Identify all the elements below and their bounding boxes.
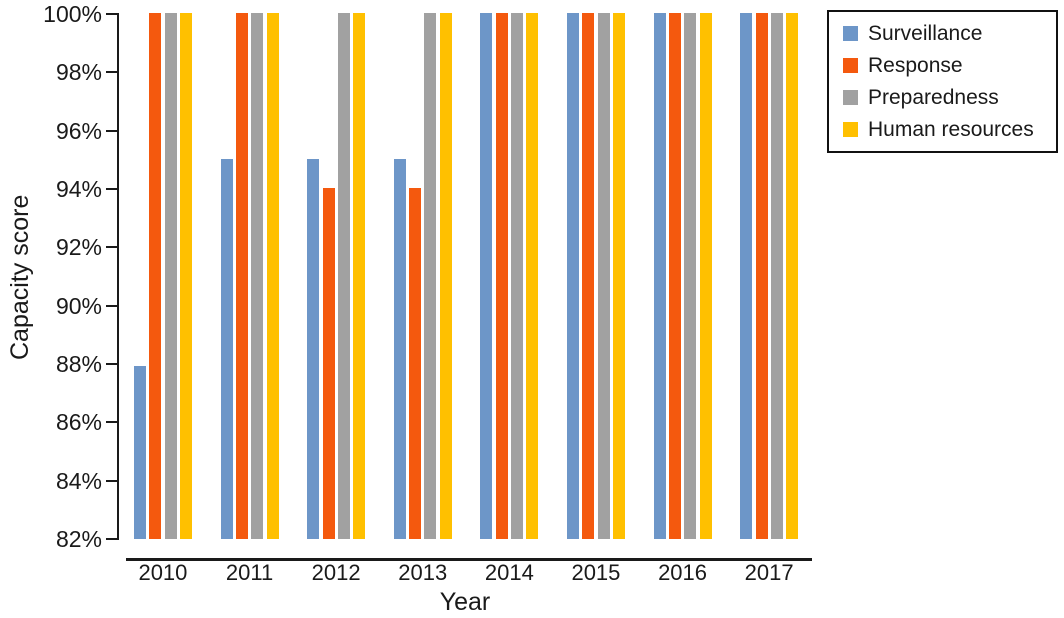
y-axis-tick xyxy=(106,129,117,132)
legend-label-preparedness: Preparedness xyxy=(868,86,999,110)
bar-preparedness-2016 xyxy=(684,13,697,539)
bar-response-2011 xyxy=(235,13,248,539)
legend-swatch-human-resources-icon xyxy=(843,122,858,138)
bar-surveillance-2010 xyxy=(134,365,146,539)
y-axis-tick-label: 94% xyxy=(55,176,102,202)
y-axis-tick-label: 84% xyxy=(55,467,102,494)
y-axis-title: Capacity score xyxy=(6,194,34,360)
y-axis-tick-label: 86% xyxy=(55,409,102,436)
bar-surveillance-2011 xyxy=(220,158,233,539)
x-axis-title: Year xyxy=(439,588,491,616)
bar-preparedness-2017 xyxy=(770,13,783,539)
bar-human-resources-2012 xyxy=(353,13,366,539)
bar-preparedness-2012 xyxy=(337,13,350,539)
bar-human-resources-2011 xyxy=(266,13,279,539)
y-axis-tick xyxy=(106,188,117,190)
legend: Surveillance Response Preparedness Human… xyxy=(827,10,1058,153)
legend-label-surveillance: Surveillance xyxy=(868,21,983,45)
y-axis-tick-label: 98% xyxy=(55,59,102,86)
legend-label-response: Response xyxy=(868,53,963,77)
bar-surveillance-2012 xyxy=(307,158,320,539)
bar-surveillance-2017 xyxy=(740,13,753,539)
bar-response-2013 xyxy=(409,188,422,539)
y-axis-tick xyxy=(106,479,117,482)
bar-human-resources-2013 xyxy=(439,13,452,539)
bar-preparedness-2013 xyxy=(424,13,437,539)
bar-response-2014 xyxy=(495,13,508,539)
bar-human-resources-2014 xyxy=(526,13,539,539)
bar-surveillance-2015 xyxy=(567,13,579,539)
bar-human-resources-2016 xyxy=(699,13,712,539)
legend-item-surveillance: Surveillance xyxy=(843,17,1056,49)
legend-swatch-response-icon xyxy=(843,57,858,73)
x-axis-tick-label-2017: 2017 xyxy=(744,560,794,585)
y-axis-tick xyxy=(106,13,117,15)
legend-label-human-resources: Human resources xyxy=(868,118,1034,142)
y-axis-tick xyxy=(106,246,117,249)
y-axis-tick xyxy=(106,538,117,540)
bar-human-resources-2015 xyxy=(612,13,625,539)
legend-item-human-resources: Human resources xyxy=(843,114,1056,146)
x-axis-tick-label-2014: 2014 xyxy=(484,560,534,585)
y-axis-tick-label: 88% xyxy=(55,351,102,377)
x-axis-tick-label-2015: 2015 xyxy=(571,560,621,585)
y-axis-tick xyxy=(106,71,117,74)
legend-swatch-preparedness-icon xyxy=(843,90,858,106)
bar-response-2017 xyxy=(755,13,768,539)
bar-response-2015 xyxy=(582,13,595,539)
bar-preparedness-2014 xyxy=(511,13,523,539)
x-axis-tick-label-2013: 2013 xyxy=(398,560,448,585)
y-axis-tick-label: 82% xyxy=(55,526,102,552)
legend-item-response: Response xyxy=(843,49,1056,81)
y-axis-tick-label: 96% xyxy=(55,117,102,144)
legend-swatch-surveillance-icon xyxy=(843,25,858,41)
bar-preparedness-2015 xyxy=(597,13,610,539)
legend-item-preparedness: Preparedness xyxy=(843,82,1056,114)
bar-surveillance-2013 xyxy=(393,158,406,539)
x-axis-tick-label-2011: 2011 xyxy=(225,560,274,585)
bar-human-resources-2010 xyxy=(179,13,192,539)
x-axis-tick-label-2010: 2010 xyxy=(138,560,188,585)
x-axis-tick-label-2012: 2012 xyxy=(311,560,361,585)
bar-preparedness-2010 xyxy=(164,13,177,539)
bar-surveillance-2016 xyxy=(653,13,666,539)
y-axis-tick xyxy=(106,421,117,424)
x-axis-tick-label-2016: 2016 xyxy=(658,560,708,585)
y-axis-tick-label: 90% xyxy=(55,292,102,319)
y-axis-tick-label: 92% xyxy=(55,234,102,261)
y-axis-tick-label: 100% xyxy=(43,1,102,27)
x-axis-line xyxy=(126,558,812,561)
y-axis-tick xyxy=(106,363,117,365)
bar-preparedness-2011 xyxy=(251,13,264,539)
bar-response-2012 xyxy=(322,188,335,539)
bar-human-resources-2017 xyxy=(786,13,799,539)
bar-surveillance-2014 xyxy=(480,13,493,539)
y-axis-line xyxy=(117,13,119,540)
y-axis-tick xyxy=(106,304,117,307)
bar-response-2010 xyxy=(149,13,162,539)
bar-response-2016 xyxy=(668,13,681,539)
